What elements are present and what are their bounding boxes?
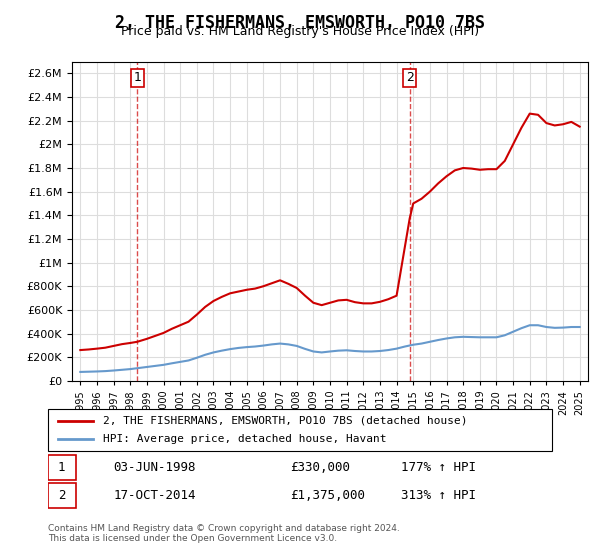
Text: Contains HM Land Registry data © Crown copyright and database right 2024.
This d: Contains HM Land Registry data © Crown c…	[48, 524, 400, 543]
Text: 313% ↑ HPI: 313% ↑ HPI	[401, 489, 476, 502]
FancyBboxPatch shape	[48, 483, 76, 508]
Text: HPI: Average price, detached house, Havant: HPI: Average price, detached house, Hava…	[103, 434, 387, 444]
Text: 2: 2	[58, 489, 65, 502]
Text: 03-JUN-1998: 03-JUN-1998	[113, 461, 196, 474]
Text: 1: 1	[58, 461, 65, 474]
Text: 2, THE FISHERMANS, EMSWORTH, PO10 7BS (detached house): 2, THE FISHERMANS, EMSWORTH, PO10 7BS (d…	[103, 416, 468, 426]
Text: 1: 1	[133, 71, 141, 84]
Text: 2: 2	[406, 71, 413, 84]
Text: £1,375,000: £1,375,000	[290, 489, 365, 502]
Text: Price paid vs. HM Land Registry's House Price Index (HPI): Price paid vs. HM Land Registry's House …	[121, 25, 479, 38]
Text: 17-OCT-2014: 17-OCT-2014	[113, 489, 196, 502]
FancyBboxPatch shape	[48, 455, 76, 480]
FancyBboxPatch shape	[48, 409, 552, 451]
Text: £330,000: £330,000	[290, 461, 350, 474]
Text: 177% ↑ HPI: 177% ↑ HPI	[401, 461, 476, 474]
Text: 2, THE FISHERMANS, EMSWORTH, PO10 7BS: 2, THE FISHERMANS, EMSWORTH, PO10 7BS	[115, 14, 485, 32]
